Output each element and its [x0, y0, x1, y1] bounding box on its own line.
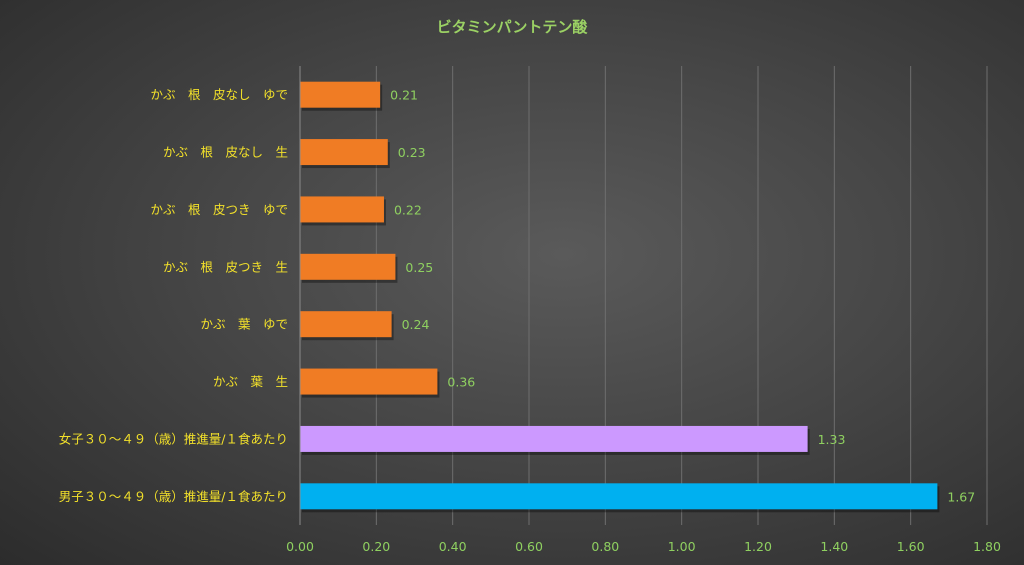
category-label: かぶ 根 皮つき ゆで	[150, 202, 288, 217]
bar	[300, 196, 384, 223]
bar	[300, 311, 392, 338]
bar	[300, 368, 438, 395]
category-label: かぶ 葉 ゆで	[200, 317, 288, 332]
x-tick-label: 1.60	[897, 539, 925, 554]
data-label: 0.25	[405, 260, 433, 275]
x-tick-label: 1.00	[668, 539, 696, 554]
x-tick-label: 1.40	[820, 539, 848, 554]
data-label: 1.33	[818, 432, 846, 447]
value-labels: 0.21 0.23 0.22 0.25 0.24 0.36 1.33 1.67	[390, 88, 975, 505]
category-label: 女子３０～４９（歳）推進量/１食あたり	[59, 431, 288, 446]
data-label: 0.23	[398, 145, 426, 160]
bar	[300, 139, 388, 166]
data-label: 1.67	[947, 489, 975, 504]
grid-lines	[375, 66, 988, 525]
data-label: 0.36	[447, 375, 475, 390]
category-label: かぶ 根 皮つき 生	[163, 259, 288, 274]
bar	[300, 81, 381, 108]
data-label: 0.24	[402, 317, 430, 332]
bars	[300, 81, 940, 513]
category-label: かぶ 根 皮なし 生	[163, 145, 288, 160]
category-label: 男子３０～４９（歳）推進量/１食あたり	[59, 489, 288, 504]
data-label: 0.21	[390, 88, 418, 103]
chart-title: ビタミンパントテン酸	[437, 18, 589, 36]
x-tick-label: 0.60	[515, 539, 543, 554]
bar	[300, 253, 396, 280]
x-tick-labels: 0.00 0.20 0.40 0.60 0.80 1.00 1.20 1.40 1.60 1.80	[286, 539, 1001, 554]
bar	[300, 425, 808, 452]
x-tick-label: 1.20	[744, 539, 772, 554]
x-tick-label: 0.00	[286, 539, 314, 554]
bar	[300, 483, 938, 510]
x-tick-label: 0.20	[362, 539, 390, 554]
x-tick-label: 1.80	[973, 539, 1001, 554]
data-label: 0.22	[394, 202, 422, 217]
x-tick-label: 0.40	[439, 539, 467, 554]
x-tick-label: 0.80	[591, 539, 619, 554]
category-label: かぶ 葉 生	[213, 374, 288, 389]
category-label: かぶ 根 皮なし ゆで	[150, 87, 288, 102]
